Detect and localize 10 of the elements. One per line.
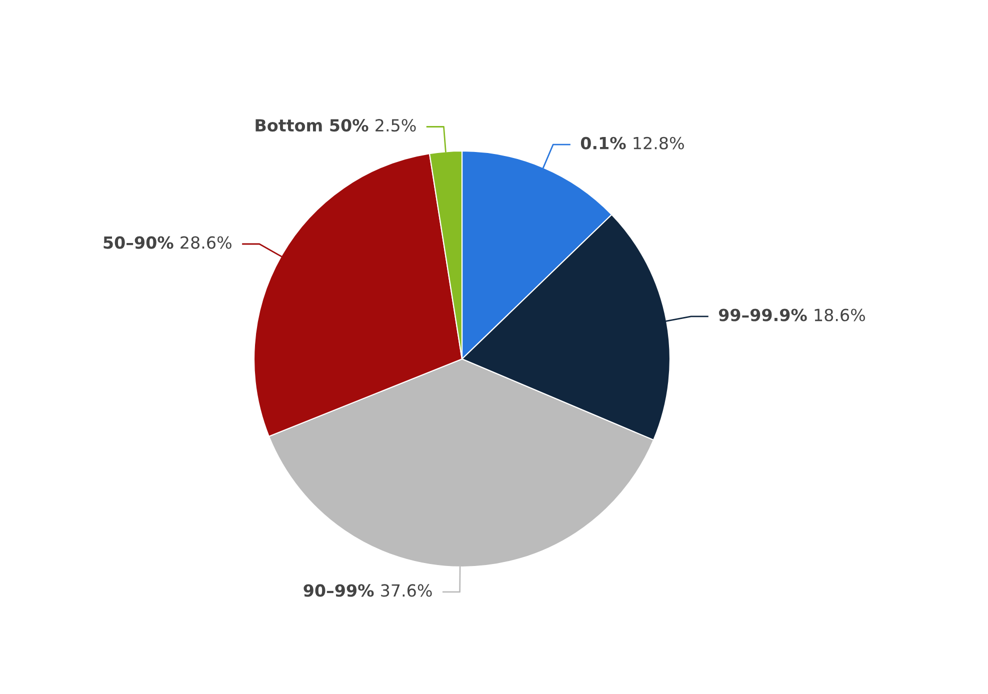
data-label: 37.6% bbox=[381, 584, 432, 597]
slice-label: 90–99% bbox=[304, 584, 374, 597]
data-label: 18.6% bbox=[814, 308, 866, 322]
data-label: 12.8% bbox=[634, 136, 684, 150]
slice-label: 0.1% bbox=[580, 136, 626, 150]
slice-label: 50–90% bbox=[104, 236, 174, 249]
data-label: 2.5% bbox=[376, 118, 416, 132]
data-label: 28.6% bbox=[180, 236, 232, 249]
slice-label: 99–99.9% bbox=[718, 308, 807, 322]
slice-label: Bottom 50% bbox=[256, 118, 368, 132]
